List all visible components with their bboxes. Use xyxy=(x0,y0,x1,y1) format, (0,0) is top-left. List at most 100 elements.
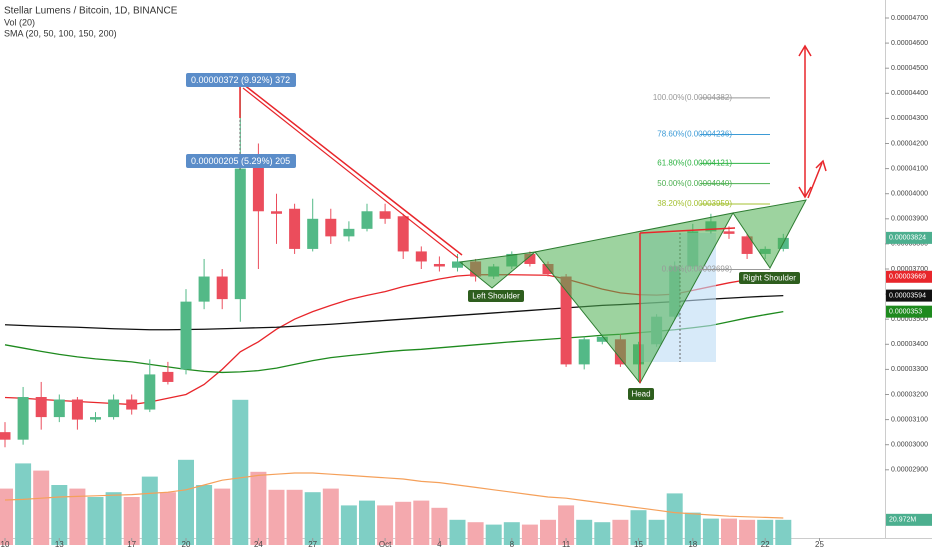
candle-body xyxy=(234,168,246,300)
volume-bar xyxy=(250,471,267,545)
volume-bar xyxy=(648,519,665,545)
candle-body xyxy=(289,208,301,249)
volume-bar xyxy=(702,518,719,545)
volume-bar xyxy=(69,488,86,545)
volume-bar xyxy=(395,501,412,545)
last-value-box xyxy=(886,270,932,283)
chart-title: Stellar Lumens / Bitcoin, 1D, BINANCE xyxy=(4,6,178,17)
volume-bar xyxy=(322,488,339,545)
volume-bar xyxy=(467,522,484,545)
right-shoulder-shape xyxy=(732,199,807,269)
volume-bar xyxy=(232,399,249,545)
tooltip-text: 0.00000205 (5.29%) 205 xyxy=(191,156,290,166)
volume-bar xyxy=(521,524,538,545)
volume-bar xyxy=(594,522,611,545)
volume-bar xyxy=(576,519,593,545)
trend-line xyxy=(242,87,459,259)
candle-body xyxy=(90,417,101,420)
candle-body xyxy=(53,399,65,418)
left-shoulder-shape xyxy=(458,251,537,289)
last-value-label: 0.00003824 xyxy=(889,235,926,242)
volume-bar xyxy=(630,510,647,545)
last-value-label: 0.0000353 xyxy=(889,309,922,316)
volume-bar xyxy=(359,500,375,545)
x-tick-label: 24 xyxy=(254,540,263,549)
volume-bar xyxy=(739,519,756,545)
last-value-label: 0.00003669 xyxy=(889,274,926,281)
candle-body xyxy=(415,251,427,262)
volume-bar xyxy=(268,489,285,545)
volume-bar xyxy=(51,485,68,545)
volume-title: Vol (20) xyxy=(4,17,35,27)
volume-bar xyxy=(0,488,13,545)
y-tick-label: 0.00004000 xyxy=(891,191,928,198)
y-tick-label: 0.00004300 xyxy=(891,115,928,122)
candle-body xyxy=(126,399,138,410)
volume-bar xyxy=(721,518,737,545)
volume-bar xyxy=(15,463,32,545)
candle-body xyxy=(144,374,156,410)
volume-bar xyxy=(286,489,303,545)
x-tick-label: 11 xyxy=(562,540,571,549)
volume-sma xyxy=(4,472,784,519)
volume-bar xyxy=(196,485,213,545)
x-tick-label: 20 xyxy=(182,540,191,549)
target-arrow xyxy=(807,162,823,199)
candle-body xyxy=(741,236,753,254)
y-tick-label: 0.00003500 xyxy=(891,316,928,323)
y-tick-label: 0.00004600 xyxy=(891,40,928,47)
label-box xyxy=(628,388,654,400)
y-tick-label: 0.00004100 xyxy=(891,165,928,172)
volume-bar xyxy=(612,519,629,545)
volume-last-label: 20.972M xyxy=(889,517,916,524)
fib-label: 50.00%(0.00004040) xyxy=(657,179,732,188)
volume-bar xyxy=(485,524,502,545)
x-tick-label: 17 xyxy=(127,540,136,549)
volume-bar xyxy=(105,492,122,545)
y-tick-label: 0.00004500 xyxy=(891,65,928,72)
fib-label: 0.00%(0.00003698) xyxy=(662,265,733,274)
volume-bar xyxy=(87,497,104,545)
trend-line xyxy=(242,83,463,256)
x-tick-label: 18 xyxy=(688,540,697,549)
volume-bar xyxy=(33,470,50,545)
x-tick-label: 13 xyxy=(55,540,64,549)
x-tick-label: 8 xyxy=(510,540,515,549)
candle-body xyxy=(108,399,120,418)
y-tick-label: 0.00003300 xyxy=(891,366,928,373)
volume-bar xyxy=(503,522,520,545)
volume-bar xyxy=(540,519,556,545)
volume-bar xyxy=(377,505,394,545)
candle-body xyxy=(216,276,228,300)
x-tick-label: 10 xyxy=(1,540,10,549)
label-box xyxy=(739,272,800,284)
last-value-box xyxy=(886,305,932,318)
fib-label: 38.20%(0.00003959) xyxy=(657,199,732,208)
pattern-label: Right Shoulder xyxy=(743,274,796,283)
y-tick-label: 0.00003900 xyxy=(891,216,928,223)
candle-body xyxy=(343,228,355,237)
candle-body xyxy=(325,218,337,237)
candle-body xyxy=(596,336,608,342)
volume-bar xyxy=(340,505,357,545)
candle-body xyxy=(180,301,192,370)
arrow-head xyxy=(815,159,827,172)
volume-bar xyxy=(123,497,140,545)
candle-body xyxy=(578,339,590,365)
arrow-head xyxy=(798,44,812,57)
x-tick-label: Oct xyxy=(379,540,392,549)
candle-body xyxy=(452,261,463,268)
y-tick-label: 0.00003000 xyxy=(891,442,928,449)
candle-body xyxy=(397,216,409,252)
volume-bar xyxy=(684,512,701,545)
volume-bar xyxy=(431,507,448,545)
y-tick-label: 0.00004400 xyxy=(891,90,928,97)
pattern-label: Left Shoulder xyxy=(472,292,520,301)
fib-label: 78.60%(0.00004236) xyxy=(657,130,732,139)
candle-body xyxy=(252,161,264,212)
volume-bar xyxy=(666,493,683,545)
candle-body xyxy=(162,371,174,382)
y-tick-label: 0.00003400 xyxy=(891,341,928,348)
candle-body xyxy=(71,399,83,420)
volume-bar xyxy=(141,476,158,545)
